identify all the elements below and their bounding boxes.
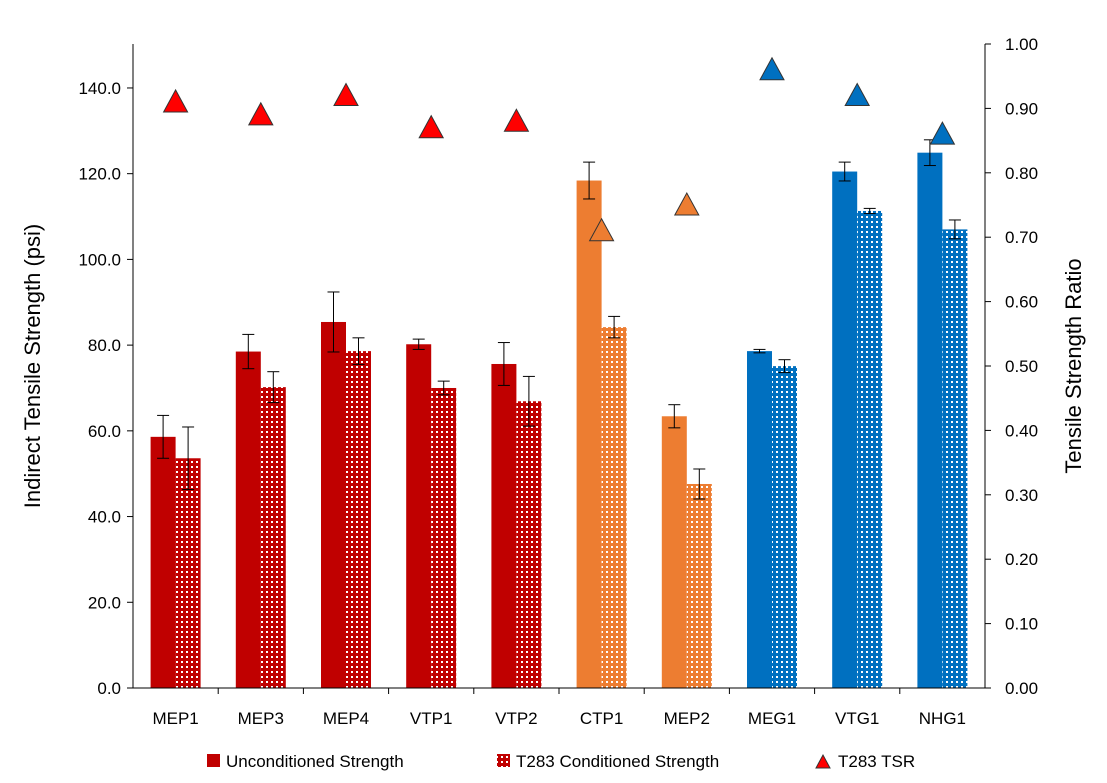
y-tick-label: 60.0 bbox=[88, 422, 121, 441]
tsr-marker-vtp1 bbox=[418, 114, 445, 139]
bar-unconditioned-mep1 bbox=[150, 436, 176, 688]
legend-swatch-tsr bbox=[815, 753, 831, 769]
bar-unconditioned-vtg1 bbox=[832, 171, 858, 689]
y2-tick-label: 0.00 bbox=[1005, 679, 1038, 698]
tsr-marker-vtg1 bbox=[844, 82, 871, 107]
error-bar-unconditioned-vtp1 bbox=[412, 338, 425, 350]
y2-tick-label: 0.50 bbox=[1005, 357, 1038, 376]
y-tick-label: 140.0 bbox=[78, 79, 121, 98]
bar-conditioned-mep1 bbox=[175, 458, 201, 688]
bar-conditioned-meg1 bbox=[772, 366, 797, 688]
y-tick-label: 100.0 bbox=[78, 250, 121, 269]
tsr-marker-mep4 bbox=[333, 82, 359, 107]
legend-label-conditioned: T283 Conditioned Strength bbox=[516, 752, 719, 771]
bar-conditioned-mep2 bbox=[686, 483, 712, 688]
tsr-marker-meg1 bbox=[759, 56, 785, 81]
error-bar-conditioned-mep1 bbox=[182, 426, 195, 491]
error-bar-conditioned-mep4 bbox=[352, 337, 365, 365]
y2-tick-label: 0.20 bbox=[1005, 550, 1038, 569]
error-bars-layer bbox=[157, 139, 961, 500]
bar-unconditioned-vtp1 bbox=[406, 344, 432, 688]
bar-unconditioned-mep3 bbox=[235, 351, 261, 688]
bar-conditioned-vtg1 bbox=[857, 210, 883, 688]
y2-tick-label: 0.40 bbox=[1005, 421, 1038, 440]
legend-label-unconditioned: Unconditioned Strength bbox=[226, 752, 404, 771]
tsr-marker-mep2 bbox=[673, 191, 700, 216]
tsr-markers-layer bbox=[162, 56, 956, 242]
error-bar-conditioned-nhg1 bbox=[948, 219, 961, 240]
tsr-marker-mep3 bbox=[247, 101, 274, 126]
x-tick-label-vtg1: VTG1 bbox=[835, 709, 879, 728]
x-tick-label-mep4: MEP4 bbox=[323, 709, 369, 728]
bar-unconditioned-nhg1 bbox=[917, 152, 943, 689]
x-tick-label-meg1: MEG1 bbox=[748, 709, 796, 728]
y-tick-label: 20.0 bbox=[88, 593, 121, 612]
bar-conditioned-vtp1 bbox=[431, 387, 457, 688]
error-bar-conditioned-mep2 bbox=[693, 468, 706, 500]
y-tick-label: 0.0 bbox=[97, 679, 121, 698]
error-bar-unconditioned-mep1 bbox=[157, 414, 170, 459]
error-bar-conditioned-meg1 bbox=[778, 359, 791, 374]
y2-tick-label: 0.70 bbox=[1005, 228, 1038, 247]
right-ticks-layer: 0.00 0.10 0.20 0.30 0.40 0.50 0.60 0.70 0.80 0.90… bbox=[985, 35, 1038, 698]
error-bar-unconditioned-meg1 bbox=[753, 348, 766, 354]
x-tick-label-mep1: MEP1 bbox=[152, 709, 198, 728]
error-bar-unconditioned-vtp2 bbox=[497, 342, 510, 386]
x-tick-label-vtp1: VTP1 bbox=[410, 709, 453, 728]
x-tick-label-mep3: MEP3 bbox=[238, 709, 284, 728]
error-bar-conditioned-vtp1 bbox=[437, 380, 450, 396]
x-tick-label-mep2: MEP2 bbox=[664, 709, 710, 728]
y2-tick-label: 0.80 bbox=[1005, 164, 1038, 183]
legend-label-tsr: T283 TSR bbox=[838, 752, 915, 771]
tsr-marker-mep1 bbox=[162, 88, 189, 113]
y-tick-label: 80.0 bbox=[88, 336, 121, 355]
y2-tick-label: 1.00 bbox=[1005, 35, 1038, 54]
error-bar-unconditioned-mep3 bbox=[242, 333, 255, 370]
bar-conditioned-mep4 bbox=[346, 351, 371, 688]
error-bar-conditioned-mep3 bbox=[267, 371, 280, 404]
bar-conditioned-vtp2 bbox=[516, 401, 542, 688]
tsr-marker-ctp1 bbox=[588, 217, 615, 242]
y2-axis-title: Tensile Strength Ratio bbox=[1061, 258, 1086, 473]
legend-swatch-conditioned bbox=[497, 754, 510, 767]
bar-unconditioned-meg1 bbox=[747, 351, 772, 688]
y2-tick-label: 0.10 bbox=[1005, 615, 1038, 634]
x-tick-label-vtp2: VTP2 bbox=[495, 709, 538, 728]
y2-tick-label: 0.30 bbox=[1005, 486, 1038, 505]
x-tick-label-nhg1: NHG1 bbox=[919, 709, 966, 728]
bars-layer bbox=[150, 152, 968, 689]
tsr-marker-nhg1 bbox=[929, 121, 956, 145]
legend-swatch-unconditioned bbox=[207, 754, 220, 767]
tsr-marker-vtp2 bbox=[503, 108, 530, 132]
left-ticks-layer: 0.0 20.0 40.0 60.0 80.0 100.0 120.0 140.0 bbox=[78, 79, 133, 698]
error-bar-conditioned-vtp2 bbox=[522, 375, 535, 427]
error-bar-conditioned-vtg1 bbox=[863, 207, 876, 215]
error-bar-conditioned-ctp1 bbox=[608, 315, 621, 339]
y2-tick-label: 0.90 bbox=[1005, 99, 1038, 118]
y-axis-title: Indirect Tensile Strength (psi) bbox=[20, 224, 45, 509]
y2-tick-label: 0.60 bbox=[1005, 293, 1038, 312]
bar-conditioned-mep3 bbox=[260, 387, 286, 688]
bar-conditioned-nhg1 bbox=[942, 229, 968, 688]
error-bar-unconditioned-vtg1 bbox=[838, 161, 851, 182]
y-tick-label: 120.0 bbox=[78, 165, 121, 184]
bar-conditioned-ctp1 bbox=[601, 327, 627, 688]
x-tick-label-ctp1: CTP1 bbox=[580, 709, 623, 728]
error-bar-unconditioned-ctp1 bbox=[583, 161, 596, 200]
error-bar-unconditioned-mep2 bbox=[668, 404, 681, 429]
y-tick-label: 40.0 bbox=[88, 508, 121, 527]
bar-unconditioned-mep4 bbox=[321, 321, 346, 688]
error-bar-unconditioned-mep4 bbox=[327, 291, 340, 353]
bar-unconditioned-mep2 bbox=[661, 416, 687, 688]
legend: Unconditioned Strength T283 Conditioned … bbox=[207, 752, 915, 771]
bar-unconditioned-ctp1 bbox=[576, 180, 602, 688]
x-ticks-layer: MEP1 MEP3 MEP4 VTP1 VTP2 CTP1 MEP2 MEG1 VTG1 NHG1 bbox=[152, 688, 966, 728]
bar-unconditioned-vtp2 bbox=[491, 363, 517, 688]
